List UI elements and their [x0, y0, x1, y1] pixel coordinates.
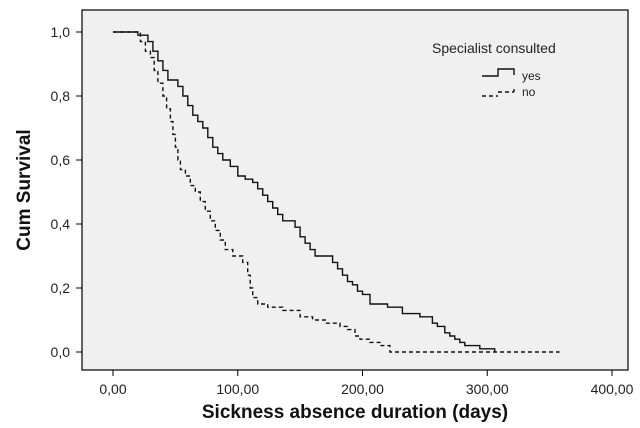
y-axis: 0,0 0,2 0,4 0,6 0,8 1,0	[51, 24, 82, 360]
legend-swatch-no	[482, 89, 515, 97]
plot-area	[81, 9, 629, 371]
y-tick-label: 0,2	[51, 280, 71, 296]
y-tick-label: 0,8	[51, 88, 71, 104]
x-tick-label: 300,00	[466, 381, 509, 397]
legend-label-no: no	[522, 85, 536, 99]
x-tick-label: 100,00	[216, 381, 259, 397]
y-axis-title: Cum Survival	[14, 129, 35, 250]
series-line-no	[113, 31, 560, 353]
legend-title: Specialist consulted	[432, 40, 556, 56]
series-layer	[113, 31, 560, 353]
y-tick-label: 0,6	[51, 152, 71, 168]
series-line-yes	[113, 31, 496, 352]
x-tick-label: 200,00	[341, 381, 384, 397]
legend: Specialist consulted yes no	[432, 40, 556, 99]
x-tick-label: 0,00	[99, 381, 126, 397]
x-axis: 0,00 100,00 200,00 300,00 400,00	[99, 370, 634, 397]
x-tick-label: 400,00	[591, 381, 634, 397]
y-tick-label: 0,4	[51, 216, 71, 232]
legend-label-yes: yes	[522, 69, 541, 83]
y-tick-label: 1,0	[51, 24, 71, 40]
y-tick-label: 0,0	[51, 344, 71, 360]
x-axis-title: Sickness absence duration (days)	[202, 402, 508, 423]
legend-swatch-yes	[482, 68, 515, 77]
